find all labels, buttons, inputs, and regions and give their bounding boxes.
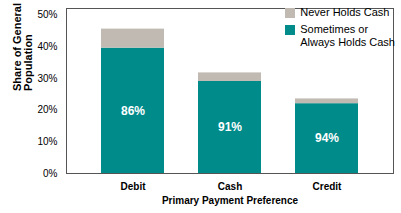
svg-text:91%: 91% (218, 120, 242, 134)
html-text:Never Holds Cash: Never Holds Cash (300, 6, 390, 18)
svg-text:Share of GeneralPopulation: Share of GeneralPopulation (11, 3, 34, 91)
svg-text:Cash: Cash (218, 181, 242, 192)
svg-text:0%: 0% (43, 168, 58, 179)
svg-text:50%: 50% (37, 9, 57, 20)
svg-text:Primary Payment Preference: Primary Payment Preference (162, 195, 299, 206)
svg-text:20%: 20% (37, 104, 57, 115)
svg-text:30%: 30% (37, 73, 57, 84)
svg-text:Debit: Debit (121, 181, 147, 192)
svg-text:10%: 10% (37, 136, 57, 147)
html-text:Sometimes or Always Holds Cash: Sometimes or Always Holds Cash (300, 23, 395, 48)
svg-text:86%: 86% (121, 104, 145, 118)
svg-text:94%: 94% (315, 131, 339, 145)
svg-text:40%: 40% (37, 41, 57, 52)
svg-text:Credit: Credit (313, 181, 343, 192)
